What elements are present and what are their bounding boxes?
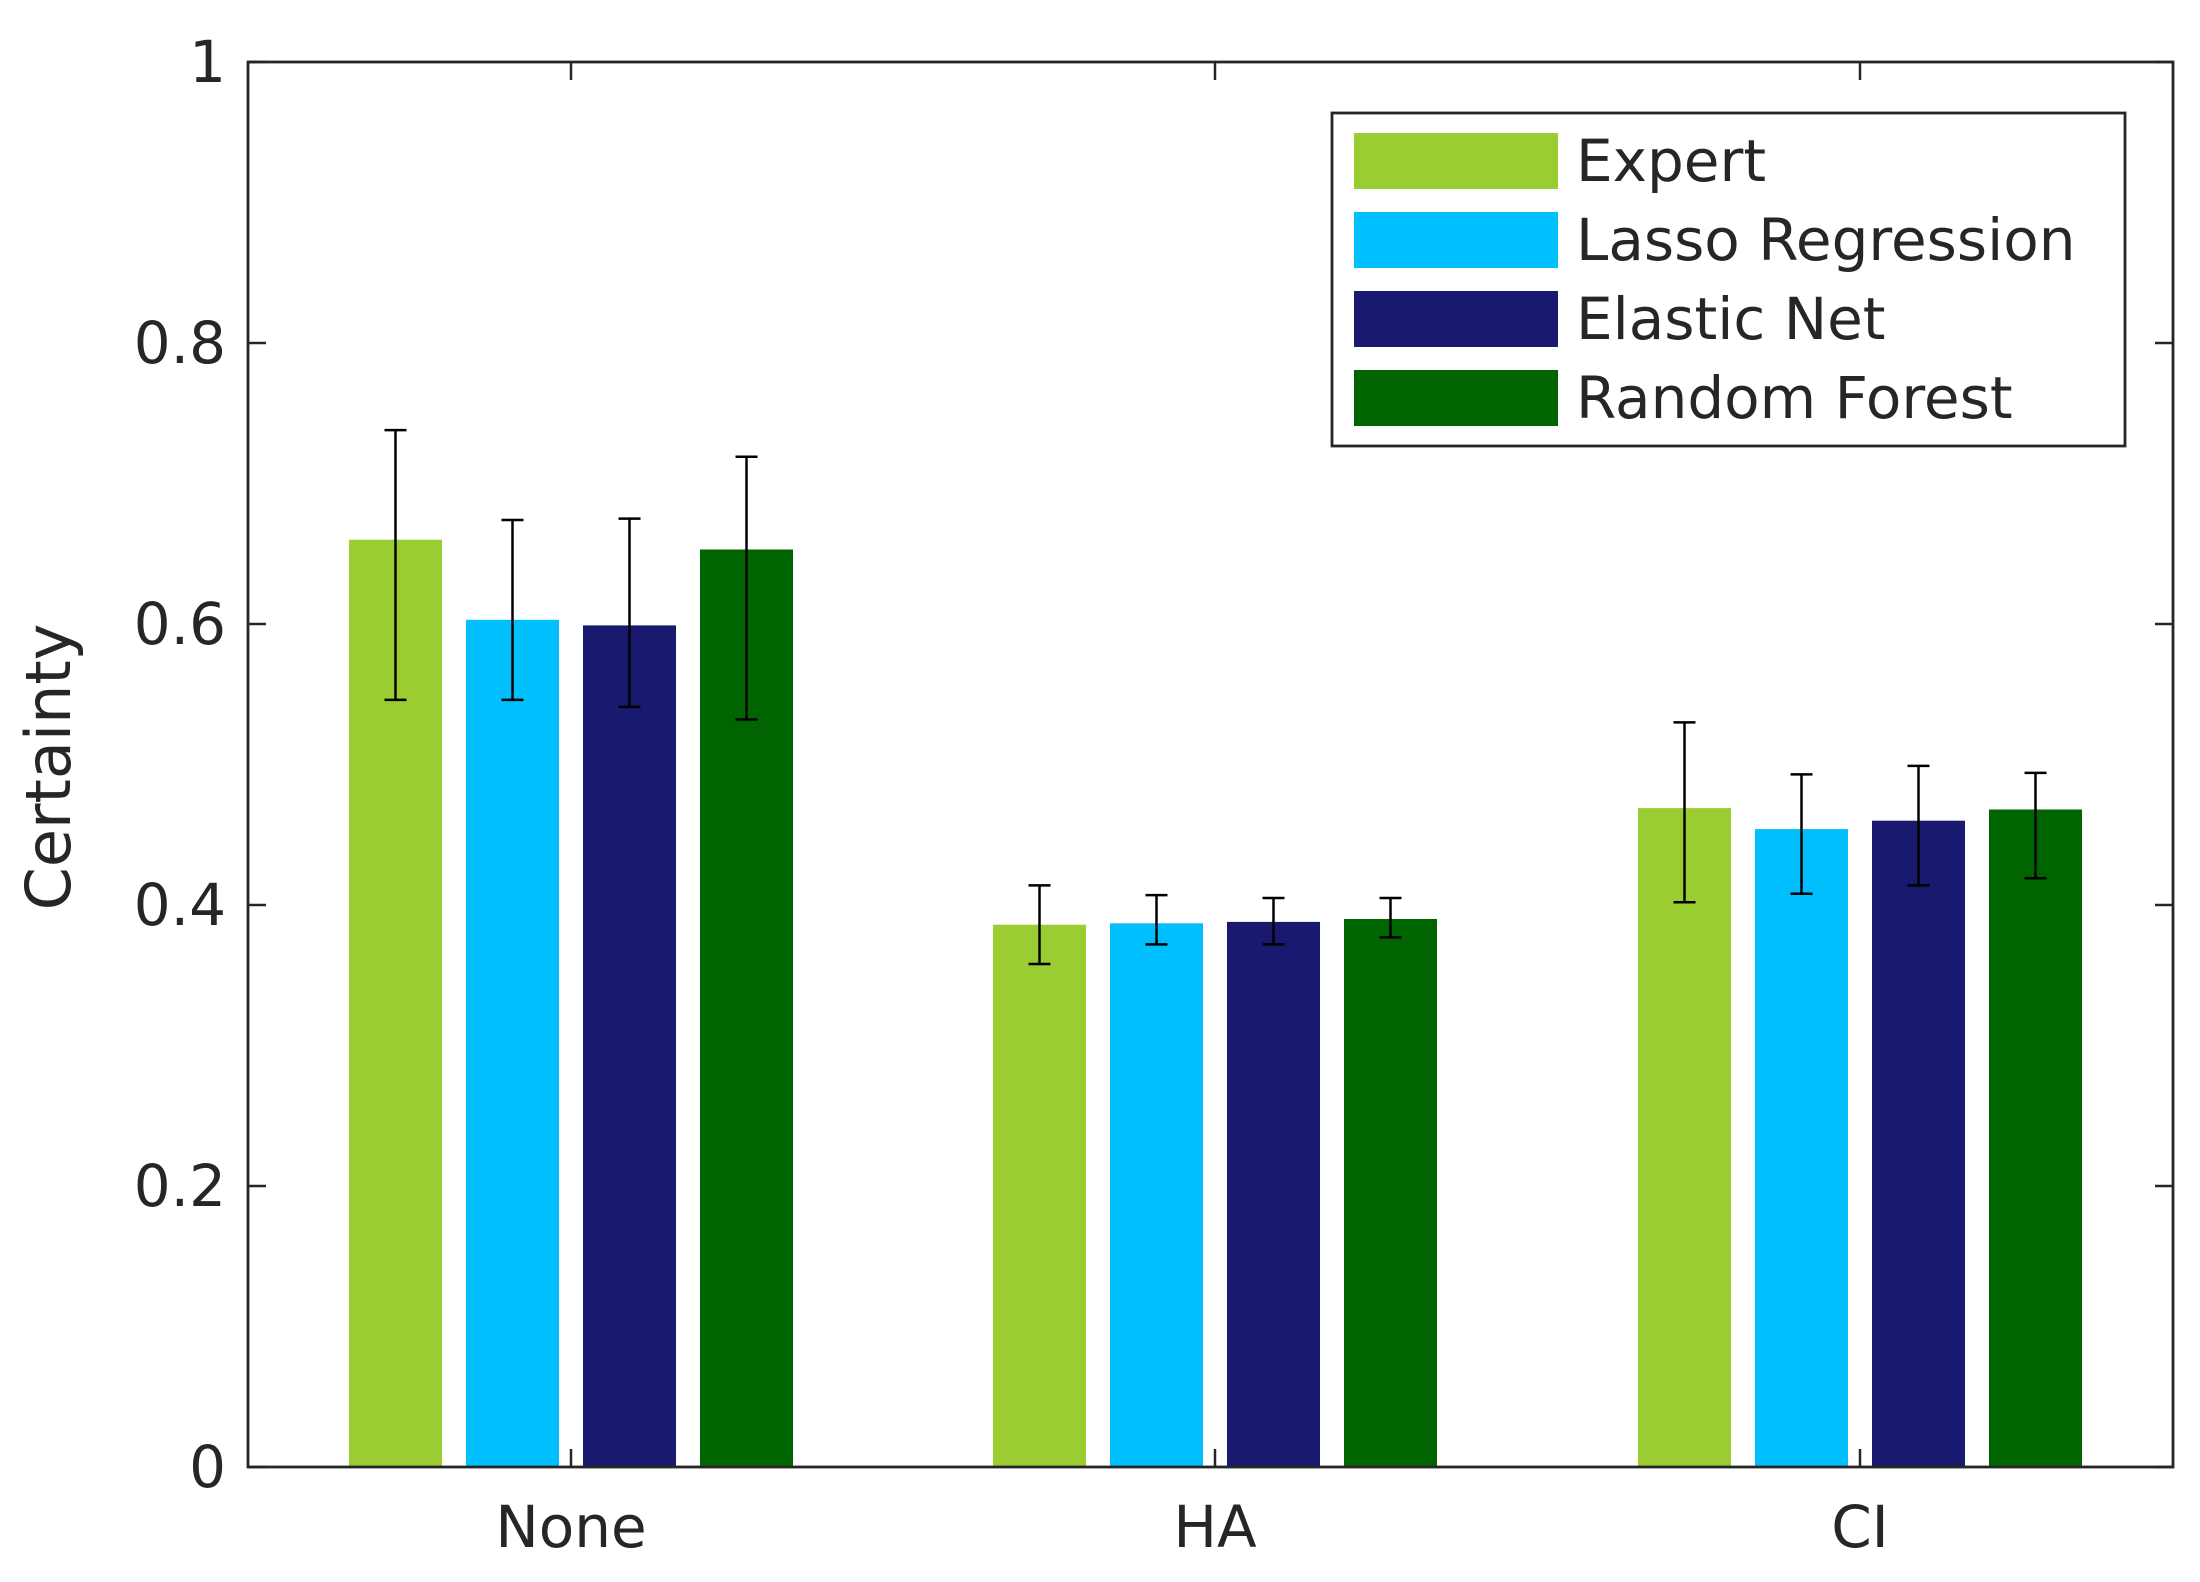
error-bar-elastic-net-none [618,517,641,709]
legend-label-random-forest: Random Forest [1576,364,2013,432]
error-bar-random-forest-ci [2024,771,2047,880]
bar-lasso-regression-ci [1755,829,1848,1467]
legend-label-elastic-net: Elastic Net [1576,285,1886,353]
legend-swatch-lasso-regression [1354,212,1558,268]
bar-lasso-regression-ha [1110,923,1203,1467]
error-bar-expert-ha [1028,884,1051,966]
bar-expert-ci [1638,808,1731,1467]
error-bar-lasso-regression-ha [1145,893,1168,946]
error-bar-expert-ci [1673,721,1696,904]
legend-swatch-expert [1354,133,1558,189]
legend: Expert Lasso Regression Elastic Net Random … [1330,111,2127,448]
x-tick-label-none: None [495,1493,646,1561]
x-tick-label-ci: CI [1831,1493,1889,1561]
y-tick-label: 0 [189,1433,226,1501]
error-bar-elastic-net-ci [1907,764,1930,887]
legend-label-lasso-regression: Lasso Regression [1576,206,2075,274]
bar-lasso-regression-none [466,619,559,1467]
legend-swatch-elastic-net [1354,291,1558,347]
y-tick-label: 0.2 [134,1152,226,1220]
error-bar-elastic-net-ha [1262,896,1285,946]
bar-random-forest-ha [1344,919,1437,1467]
y-tick-label: 1 [189,28,226,96]
y-tick-label: 0.8 [134,309,226,377]
legend-swatch-random-forest [1354,370,1558,426]
y-axis-label: Certainty [12,624,85,911]
error-bar-random-forest-none [735,455,758,721]
error-bar-lasso-regression-ci [1790,773,1813,896]
bar-elastic-net-ci [1872,820,1965,1467]
y-tick-label: 0.4 [134,871,226,939]
x-tick-label-ha: HA [1173,1493,1257,1561]
plot-frame [246,60,2175,1469]
error-bar-random-forest-ha [1379,896,1402,939]
legend-label-expert: Expert [1576,127,1766,195]
bar-elastic-net-ha [1227,921,1320,1467]
y-tick-label: 0.6 [134,590,226,658]
error-bar-expert-none [384,428,407,702]
error-bar-lasso-regression-none [501,518,524,702]
bar-expert-ha [993,924,1086,1467]
bar-random-forest-ci [1989,809,2082,1467]
bar-elastic-net-none [583,625,676,1467]
